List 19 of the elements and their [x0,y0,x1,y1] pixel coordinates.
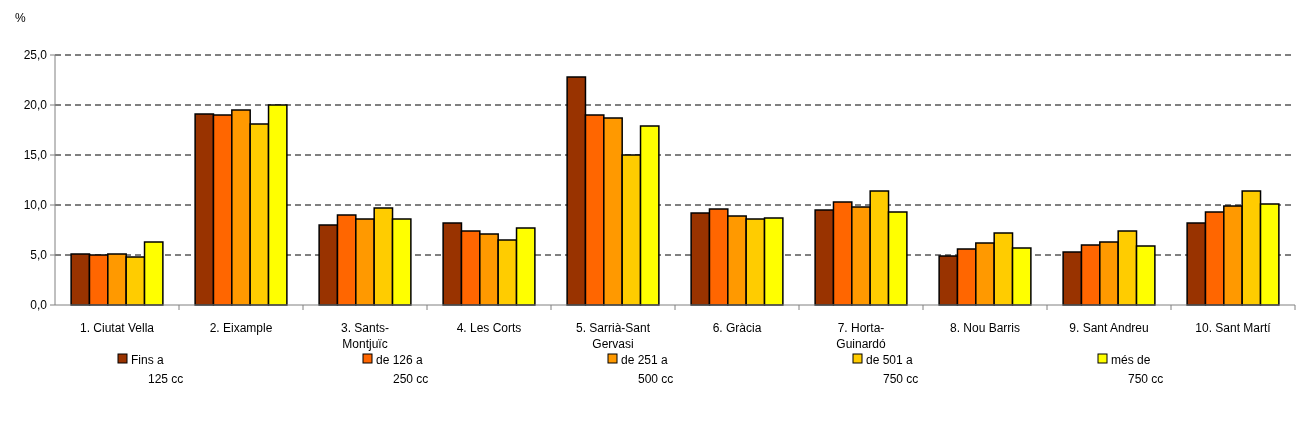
y-tick-label: 20,0 [23,98,48,113]
x-tick-label: 9. Sant Andreu [1069,321,1149,335]
legend-label: de 251 a 500 cc [621,353,674,386]
x-tick-label: 8. Nou Barris [949,321,1021,335]
x-tick-label: 6. Gràcia [712,321,762,335]
x-tick-label: 4. Les Corts [456,321,522,335]
y-tick-label: 25,0 [23,48,48,63]
x-tick-label: 10. Sant Martí [1195,321,1272,335]
x-tick-label: 2. Eixample [209,321,273,335]
y-tick-label: 10,0 [23,198,48,213]
y-tick-label: 0,0 [30,298,48,313]
legend-label: més de 750 cc [1111,353,1164,386]
y-tick-label: 5,0 [30,248,48,263]
legend-label: de 126 a 250 cc [376,353,429,386]
legend-label: Fins a 125 cc [131,353,184,386]
y-axis-title: % [15,11,26,25]
legend-label: de 501 a 750 cc [866,353,919,386]
x-tick-label: 1. Ciutat Vella [79,321,155,335]
y-tick-label: 15,0 [23,148,48,163]
